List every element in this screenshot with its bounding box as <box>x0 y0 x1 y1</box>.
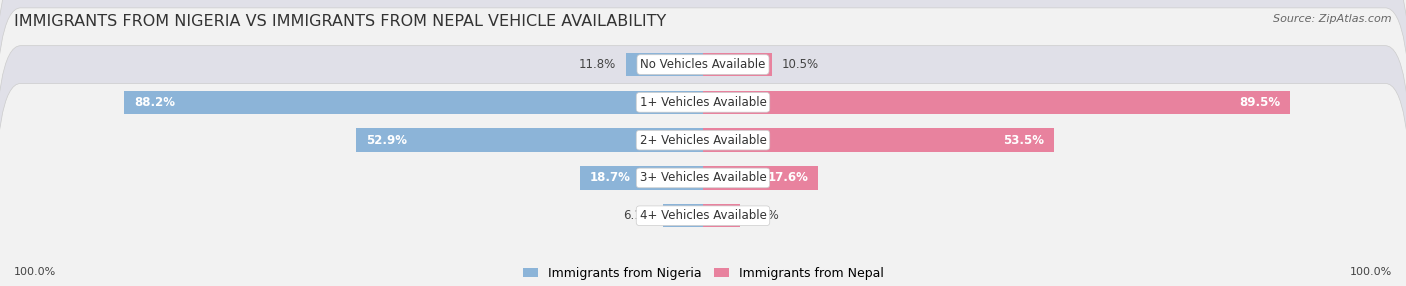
Text: 100.0%: 100.0% <box>14 267 56 277</box>
Text: 53.5%: 53.5% <box>1004 134 1045 147</box>
FancyBboxPatch shape <box>0 0 1406 197</box>
Text: Source: ZipAtlas.com: Source: ZipAtlas.com <box>1274 14 1392 24</box>
Text: 5.6%: 5.6% <box>749 209 779 222</box>
Text: 11.8%: 11.8% <box>578 58 616 71</box>
Text: 2+ Vehicles Available: 2+ Vehicles Available <box>640 134 766 147</box>
Text: IMMIGRANTS FROM NIGERIA VS IMMIGRANTS FROM NEPAL VEHICLE AVAILABILITY: IMMIGRANTS FROM NIGERIA VS IMMIGRANTS FR… <box>14 14 666 29</box>
Text: 18.7%: 18.7% <box>591 171 631 184</box>
Text: 6.1%: 6.1% <box>623 209 654 222</box>
Bar <box>703 91 1291 114</box>
Text: 100.0%: 100.0% <box>1350 267 1392 277</box>
Text: No Vehicles Available: No Vehicles Available <box>640 58 766 71</box>
Bar <box>703 166 818 190</box>
Text: 3+ Vehicles Available: 3+ Vehicles Available <box>640 171 766 184</box>
Bar <box>581 166 703 190</box>
Bar <box>703 204 740 227</box>
Text: 17.6%: 17.6% <box>768 171 808 184</box>
FancyBboxPatch shape <box>0 84 1406 286</box>
Text: 4+ Vehicles Available: 4+ Vehicles Available <box>640 209 766 222</box>
Bar <box>703 128 1054 152</box>
Text: 89.5%: 89.5% <box>1239 96 1281 109</box>
Text: 10.5%: 10.5% <box>782 58 818 71</box>
Bar <box>664 204 703 227</box>
FancyBboxPatch shape <box>0 46 1406 286</box>
Text: 52.9%: 52.9% <box>366 134 406 147</box>
Legend: Immigrants from Nigeria, Immigrants from Nepal: Immigrants from Nigeria, Immigrants from… <box>523 267 883 280</box>
Bar <box>703 53 772 76</box>
Bar <box>626 53 703 76</box>
Bar <box>124 91 703 114</box>
FancyBboxPatch shape <box>0 8 1406 272</box>
Text: 88.2%: 88.2% <box>134 96 176 109</box>
Text: 1+ Vehicles Available: 1+ Vehicles Available <box>640 96 766 109</box>
FancyBboxPatch shape <box>0 0 1406 235</box>
Bar <box>356 128 703 152</box>
